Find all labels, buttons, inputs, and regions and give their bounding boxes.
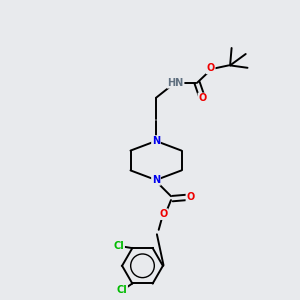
Text: Cl: Cl <box>116 285 127 295</box>
Text: O: O <box>198 93 207 103</box>
Text: N: N <box>152 175 160 185</box>
Text: HN: HN <box>167 78 184 88</box>
Text: O: O <box>186 192 195 202</box>
Text: Cl: Cl <box>113 241 124 251</box>
Text: O: O <box>159 209 168 219</box>
Text: N: N <box>152 136 160 146</box>
Text: O: O <box>206 63 215 74</box>
